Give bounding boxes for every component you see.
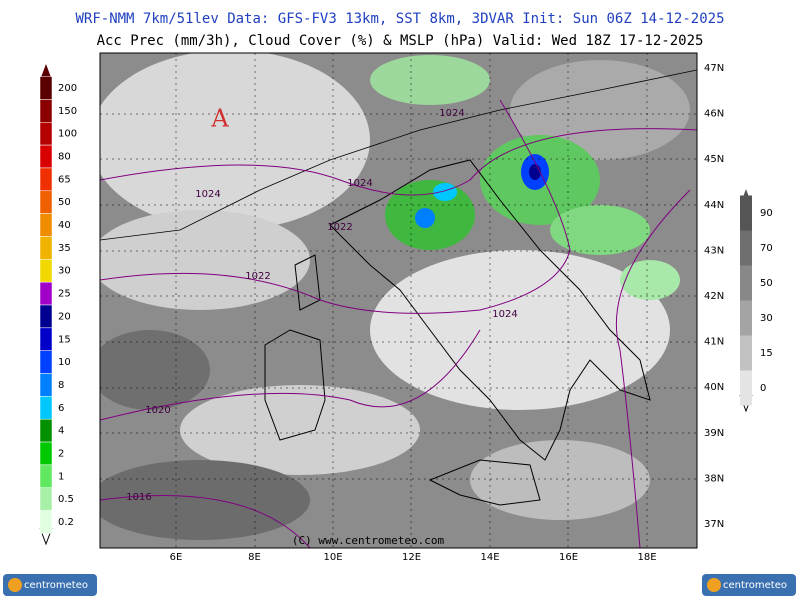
cloud-label: 50 <box>760 278 773 289</box>
scale-swatch <box>39 327 53 351</box>
high-pressure-marker: A <box>210 105 229 133</box>
scale-swatch <box>39 487 53 511</box>
scale-swatch <box>39 441 53 466</box>
isobar-label: 1022 <box>245 271 270 282</box>
scale-swatch <box>39 510 53 534</box>
isobar-label: 1024 <box>347 178 372 189</box>
logo-right: centrometeo <box>702 574 796 596</box>
scale-label: 4 <box>58 426 64 437</box>
scale-swatch <box>39 259 53 283</box>
latitude-label: 43N <box>704 245 724 256</box>
scale-label: 15 <box>58 334 71 345</box>
longitude-label: 18E <box>637 552 656 563</box>
logo-text: centrometeo <box>723 580 787 591</box>
cloud-label: 70 <box>760 243 773 254</box>
scale-label: 8 <box>58 380 64 391</box>
scale-label: 50 <box>58 197 71 208</box>
scale-label: 200 <box>58 83 77 94</box>
cloud-swatch <box>740 195 752 231</box>
scale-label: 10 <box>58 357 71 368</box>
scale-label: 100 <box>58 129 77 140</box>
latitude-label: 38N <box>704 473 724 484</box>
scale-swatch <box>39 236 53 260</box>
scale-swatch <box>39 350 53 374</box>
scale-swatch <box>39 464 53 488</box>
latitude-label: 46N <box>704 109 724 120</box>
scale-label: 20 <box>58 311 71 322</box>
copyright: (C) www.centrometeo.com <box>292 534 445 547</box>
latitude-label: 39N <box>704 428 724 439</box>
scale-swatch <box>39 122 53 146</box>
scale-swatch <box>39 281 53 306</box>
cloud-label: 15 <box>760 348 773 359</box>
scale-swatch <box>39 213 53 237</box>
cloud-swatch <box>740 335 752 371</box>
scale-label: 0.2 <box>58 517 74 528</box>
scale-swatch <box>39 99 53 123</box>
scale-swatch <box>39 167 53 192</box>
isobar-label: 1020 <box>145 405 170 416</box>
cloud-label: 90 <box>760 208 773 219</box>
longitude-label: 12E <box>402 552 421 563</box>
scale-swatch <box>39 418 53 443</box>
scale-label: 0.5 <box>58 494 74 505</box>
isobar-label: 1016 <box>126 492 151 503</box>
latitude-label: 37N <box>704 519 724 530</box>
scale-swatch <box>39 76 53 100</box>
longitude-label: 10E <box>323 552 342 563</box>
latitude-label: 47N <box>704 63 724 74</box>
cloud-swatch <box>740 300 752 336</box>
latitude-label: 45N <box>704 154 724 165</box>
logo-text: centrometeo <box>24 580 88 591</box>
cloud-swatch <box>740 265 752 301</box>
longitude-label: 16E <box>559 552 578 563</box>
longitude-label: 8E <box>248 552 261 563</box>
latitude-label: 42N <box>704 291 724 302</box>
scale-arrow-top <box>40 64 52 80</box>
scale-label: 1 <box>58 471 64 482</box>
scale-label: 65 <box>58 174 71 185</box>
scale-label: 80 <box>58 152 71 163</box>
scale-label: 6 <box>58 403 64 414</box>
scale-label: 40 <box>58 220 71 231</box>
latitude-label: 40N <box>704 382 724 393</box>
cloud-swatch <box>740 370 752 406</box>
scale-swatch <box>39 373 53 397</box>
scale-swatch <box>39 190 53 214</box>
logo-left: centrometeo <box>3 574 97 596</box>
longitude-label: 6E <box>170 552 183 563</box>
header-line2: Acc Prec (mm/3h), Cloud Cover (%) & MSLP… <box>97 33 704 49</box>
latitude-label: 44N <box>704 200 724 211</box>
cloud-label: 0 <box>760 383 766 394</box>
isobar-label: 1024 <box>195 189 220 200</box>
scale-label: 35 <box>58 243 71 254</box>
cloud-label: 30 <box>760 313 773 324</box>
scale-swatch <box>39 304 53 329</box>
scale-label: 150 <box>58 106 77 117</box>
isobar-label: 1024 <box>439 108 464 119</box>
scale-swatch <box>39 144 53 169</box>
scale-swatch <box>39 396 53 420</box>
scale-label: 25 <box>58 289 71 300</box>
cloud-swatch <box>740 230 752 266</box>
scale-label: 30 <box>58 266 71 277</box>
scale-label: 2 <box>58 448 64 459</box>
latitude-label: 41N <box>704 337 724 348</box>
longitude-label: 14E <box>480 552 499 563</box>
isobar-label: 1022 <box>327 222 352 233</box>
map <box>99 52 698 549</box>
isobar-label: 1024 <box>492 309 517 320</box>
header-line1: WRF-NMM 7km/51lev Data: GFS-FV3 13km, SS… <box>75 11 724 27</box>
